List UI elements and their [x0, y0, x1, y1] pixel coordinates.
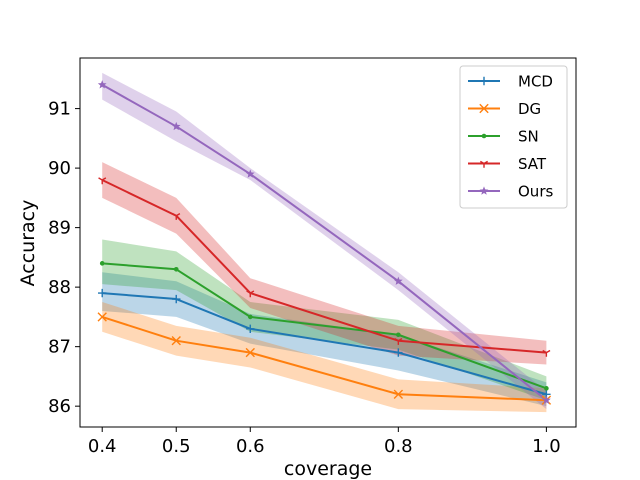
point-sn-1: [173, 266, 179, 272]
point-sn-0: [99, 261, 105, 266]
point-sn-2: [247, 314, 253, 320]
point-dg-2: [245, 347, 255, 358]
y-axis-ticks: 86 87 88 89 90 91: [48, 99, 80, 417]
point-mcd-2: [246, 324, 255, 333]
legend: MCD DG SN SAT Ours: [459, 65, 568, 209]
x-axis-label: coverage: [284, 458, 372, 480]
legend-marker-ours: [479, 186, 489, 195]
point-dg-0: [97, 312, 107, 322]
x-tick-label-4: 1.0: [532, 436, 561, 457]
plot-frame: [79, 57, 577, 428]
y-tick-label-4: 90: [48, 158, 71, 179]
y-tick-label-0: 86: [48, 396, 71, 417]
legend-label-mcd: MCD: [518, 73, 553, 91]
legend-label-sn: SN: [518, 128, 539, 146]
point-sn-4: [544, 386, 549, 391]
band-sn: [102, 239, 547, 401]
point-dg-1: [171, 336, 181, 346]
point-ours-4: [542, 395, 551, 404]
point-mcd-3: [394, 348, 403, 357]
legend-label-ours: Ours: [518, 183, 553, 201]
point-sat-3: [394, 337, 403, 345]
band-dg: [102, 302, 547, 413]
x-tick-label-0: 0.4: [88, 436, 117, 457]
point-ours-2: [245, 169, 255, 178]
point-dg-3: [393, 389, 404, 399]
point-sat-2: [246, 290, 255, 298]
legend-marker-mcd: [479, 76, 489, 86]
legend-frame: [459, 65, 568, 209]
x-tick-label-1: 0.5: [162, 436, 191, 457]
x-tick-label-3: 0.8: [384, 436, 413, 457]
legend-marker-sn: [481, 133, 487, 139]
point-sn-3: [396, 332, 401, 338]
band-ours: [102, 72, 547, 410]
confidence-bands: [102, 72, 547, 413]
band-sat: [102, 162, 547, 365]
point-sat-4: [542, 349, 551, 357]
point-ours-1: [171, 121, 181, 131]
point-ours-3: [393, 276, 403, 285]
x-axis-ticks: 0.4 0.5 0.6 0.8 1.0: [88, 427, 561, 457]
y-tick-label-2: 88: [48, 277, 71, 298]
y-tick-label-3: 89: [48, 218, 71, 239]
point-mcd-0: [98, 288, 107, 298]
y-axis-label: Accuracy: [17, 200, 39, 287]
series-markers: [97, 80, 552, 405]
x-tick-label-2: 0.6: [236, 436, 265, 457]
legend-marker-sat: [479, 160, 489, 168]
y-tick-label-1: 87: [48, 337, 71, 358]
legend-label-sat: SAT: [518, 155, 547, 173]
band-mcd: [102, 272, 547, 407]
legend-label-dg: DG: [518, 100, 541, 118]
point-ours-0: [97, 80, 107, 89]
point-sat-0: [98, 177, 107, 185]
legend-marker-dg: [479, 103, 489, 114]
point-mcd-1: [172, 294, 181, 304]
point-sat-1: [172, 213, 181, 220]
y-tick-label-5: 91: [48, 99, 71, 120]
